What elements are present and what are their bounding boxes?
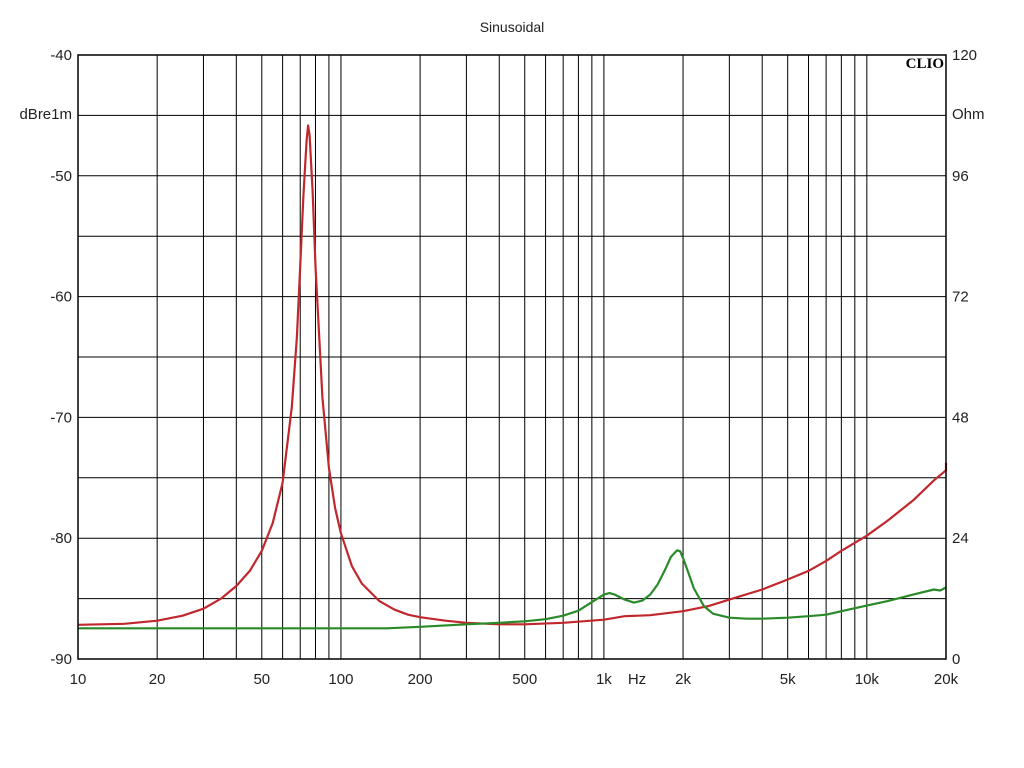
plot-frame (77, 54, 947, 660)
y-left-tick-label: -90 (50, 651, 72, 668)
y-left-tick-label: -60 (50, 289, 72, 306)
x-tick-label: 10 (70, 671, 87, 688)
y-right-tick-label: 0 (952, 651, 960, 668)
x-tick-label: 1k (596, 671, 612, 688)
x-tick-label: 100 (328, 671, 353, 688)
y-right-tick-label: 72 (952, 289, 969, 306)
y-left-tick-label: -40 (50, 47, 72, 64)
y-right-tick-label: 120 (952, 47, 977, 64)
x-tick-label: 10k (855, 671, 880, 688)
chart-title: Sinusoidal (480, 19, 545, 35)
y-left-tick-label: -80 (50, 530, 72, 547)
x-tick-label: 2k (675, 671, 691, 688)
y-left-tick-label: -50 (50, 168, 72, 185)
y-right-tick-label: 96 (952, 168, 969, 185)
tick-labels: 10 20 50 100 200 500 1k 2k 5k 10k 20k -90 -80 -70 -60 -… (50, 47, 977, 688)
series-line-1 (77, 124, 948, 626)
left-axis-label: dBre1m (19, 106, 72, 123)
x-tick-label: 5k (780, 671, 796, 688)
data-series (77, 124, 948, 630)
clio-logo: CLIO (906, 56, 944, 72)
x-tick-label: 20k (934, 671, 959, 688)
x-tick-label: 50 (253, 671, 270, 688)
y-left-tick-label: -70 (50, 409, 72, 426)
x-tick-label: 200 (408, 671, 433, 688)
right-axis-label: Ohm (952, 106, 985, 123)
x-axis-unit-label: Hz (628, 671, 646, 688)
x-tick-label: 20 (149, 671, 166, 688)
y-right-tick-label: 24 (952, 530, 969, 547)
x-tick-label: 500 (512, 671, 537, 688)
y-right-tick-label: 48 (952, 409, 969, 426)
series-line-2 (78, 549, 947, 630)
